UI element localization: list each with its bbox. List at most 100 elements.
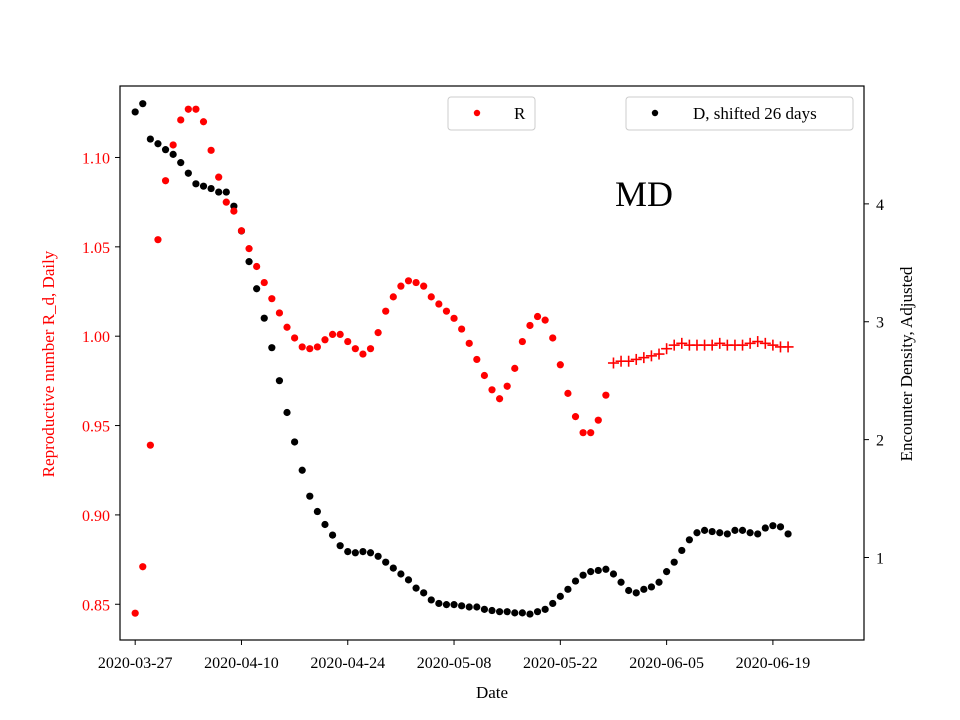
- d-point: [685, 536, 693, 544]
- r-point: [260, 278, 268, 287]
- y-left-tick-label: 0.90: [82, 508, 110, 525]
- d-point: [579, 571, 587, 579]
- r-point: [146, 441, 154, 449]
- r-point: [602, 391, 610, 399]
- d-point: [617, 578, 625, 586]
- r-point: [412, 278, 420, 287]
- r-projected-point: [630, 353, 642, 365]
- y-left-tick-label: 0.85: [82, 597, 110, 614]
- d-point: [731, 526, 739, 534]
- r-point: [556, 361, 564, 369]
- d-point: [518, 609, 526, 617]
- d-point: [632, 589, 640, 597]
- d-point: [640, 585, 648, 593]
- r-point: [526, 321, 534, 330]
- r-point: [215, 173, 223, 181]
- d-point: [458, 602, 466, 610]
- x-tick-label: 2020-06-19: [736, 655, 811, 672]
- y-left-tick-label: 0.95: [82, 419, 110, 436]
- d-point: [625, 586, 633, 595]
- x-tick-label: 2020-04-10: [204, 655, 279, 672]
- d-point: [784, 530, 792, 538]
- d-point: [154, 140, 162, 148]
- d-point: [275, 377, 284, 385]
- r-point: [199, 118, 208, 126]
- d-point: [693, 529, 701, 537]
- y-right-tick-label: 2: [876, 433, 884, 450]
- d-point: [647, 583, 656, 591]
- r-point: [291, 334, 299, 342]
- legend-d: D, shifted 26 days: [625, 96, 854, 131]
- r-point: [359, 350, 367, 358]
- y-left-tick-label: 1.10: [82, 150, 110, 167]
- d-point: [199, 182, 208, 190]
- d-point: [473, 603, 481, 611]
- r-point: [435, 300, 443, 308]
- d-point: [655, 578, 663, 586]
- r-point: [389, 293, 397, 301]
- r-point: [351, 345, 359, 353]
- r-point: [222, 198, 230, 206]
- d-point: [427, 596, 435, 604]
- d-point: [746, 529, 754, 537]
- r-point: [366, 345, 375, 353]
- r-point: [450, 314, 458, 322]
- d-point: [366, 549, 375, 557]
- d-point: [260, 314, 268, 322]
- d-point: [556, 592, 564, 600]
- r-point: [169, 141, 177, 149]
- r-point: [313, 343, 321, 351]
- d-point: [389, 564, 397, 572]
- r-point: [518, 337, 526, 346]
- d-point: [321, 520, 329, 529]
- r-point: [488, 386, 496, 394]
- d-point: [253, 285, 261, 293]
- d-point: [328, 531, 337, 539]
- d-point: [131, 108, 139, 116]
- r-point: [397, 282, 405, 290]
- d-point: [450, 601, 458, 609]
- d-point: [700, 526, 709, 534]
- r-projected-point: [645, 350, 657, 362]
- r-point: [549, 334, 557, 342]
- d-point: [716, 529, 724, 537]
- d-point: [541, 605, 549, 613]
- series-r: [131, 105, 610, 617]
- r-point: [328, 330, 337, 339]
- r-point: [579, 429, 587, 437]
- r-point: [321, 336, 329, 344]
- d-point: [207, 184, 215, 193]
- d-point: [283, 408, 291, 417]
- r-point: [442, 307, 451, 315]
- d-point: [738, 526, 747, 534]
- y-right-tick-label: 1: [876, 550, 884, 567]
- y-axis-right-label: Encounter Density, Adjusted: [897, 266, 916, 461]
- r-point: [154, 236, 162, 244]
- x-axis: 2020-03-27 2020-04-10 2020-04-24 2020-05-08…: [98, 640, 810, 672]
- legend-r-frame: [447, 96, 536, 131]
- d-point: [344, 547, 352, 556]
- r-point: [245, 245, 253, 253]
- r-projected-point: [638, 352, 650, 364]
- r-point: [298, 343, 306, 351]
- legend-d-label: D, shifted 26 days: [693, 104, 817, 123]
- x-tick-label: 2020-05-22: [523, 655, 598, 672]
- plot-area: [119, 85, 865, 641]
- d-point: [723, 530, 731, 538]
- d-point: [587, 568, 595, 576]
- d-point: [761, 524, 769, 532]
- r-point: [237, 227, 246, 235]
- d-point: [503, 608, 511, 616]
- d-point: [336, 542, 344, 550]
- d-point: [488, 606, 496, 615]
- x-tick-label: 2020-06-05: [629, 655, 704, 672]
- r-point: [161, 177, 170, 185]
- d-point: [382, 558, 390, 566]
- r-point: [458, 325, 466, 333]
- d-point: [161, 146, 170, 154]
- r-projected-point: [759, 337, 771, 349]
- r-point: [465, 339, 473, 347]
- legend-r-marker: [473, 109, 481, 117]
- r-projected-point: [661, 343, 673, 355]
